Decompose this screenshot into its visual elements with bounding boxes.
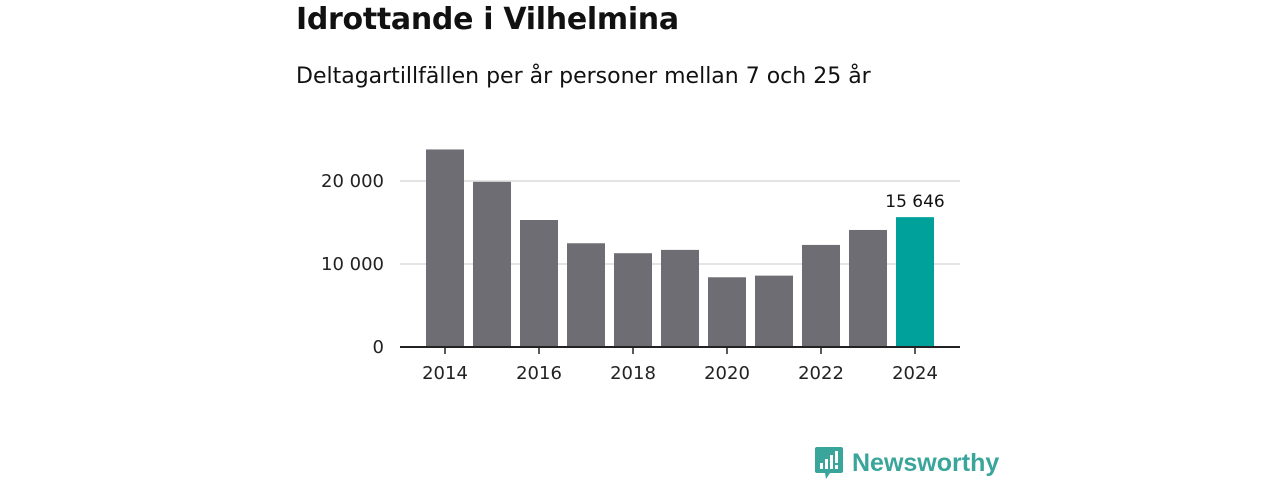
brand-name: Newsworthy [852, 448, 1000, 477]
x-tick-label: 2018 [610, 363, 656, 384]
y-axis-ticks: 0 10 000 20 000 [321, 171, 384, 358]
x-tick-label: 2016 [516, 363, 562, 384]
x-axis-ticks: 2014 2016 2018 2020 2022 2024 [422, 347, 938, 384]
brand-logo: Newsworthy [814, 446, 999, 480]
bar-2024 [896, 217, 934, 347]
bar-2023 [849, 229, 887, 347]
y-tick-label: 0 [373, 337, 384, 358]
bar-2019 [661, 249, 699, 347]
newsworthy-logo-icon [815, 447, 843, 479]
bar-2016 [520, 220, 558, 347]
x-tick-label: 2020 [704, 363, 750, 384]
bar-2015 [473, 181, 511, 347]
chart-subtitle: Deltagartillfällen per år personer mella… [296, 64, 871, 89]
bar-2020 [708, 277, 746, 347]
bar-2014 [426, 149, 464, 347]
x-tick-label: 2022 [798, 363, 844, 384]
x-tick-label: 2014 [422, 363, 468, 384]
chart-title: Idrottande i Vilhelmina [296, 2, 679, 37]
bar-2021 [755, 275, 793, 347]
y-tick-label: 20 000 [321, 171, 384, 192]
bars [426, 149, 934, 347]
x-tick-label: 2024 [892, 363, 938, 384]
bar-2022 [802, 244, 840, 347]
highlight-data-label: 15 646 [885, 192, 944, 212]
bar-2018 [614, 253, 652, 347]
y-tick-label: 10 000 [321, 254, 384, 275]
bar-2017 [567, 243, 605, 347]
